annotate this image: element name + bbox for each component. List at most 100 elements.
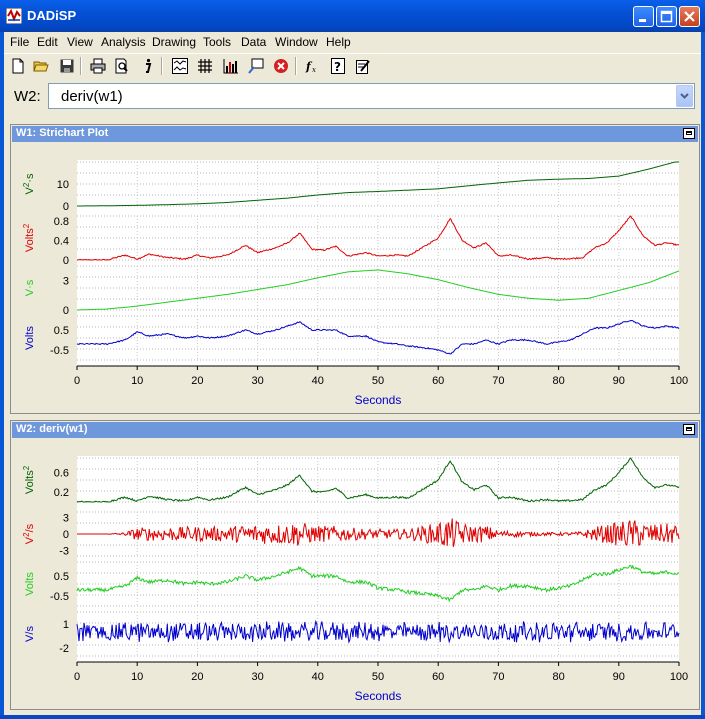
x-tick-label: 50 bbox=[372, 375, 384, 387]
y-tick-label: 0.8 bbox=[54, 216, 69, 228]
x-axis-label: Seconds bbox=[355, 393, 402, 407]
x-tick-label: 70 bbox=[492, 375, 504, 387]
save-button[interactable] bbox=[57, 56, 77, 76]
maximize-icon bbox=[660, 10, 673, 23]
pane-maximize-icon[interactable] bbox=[683, 424, 695, 435]
y-tick-label: 0.4 bbox=[54, 235, 69, 247]
grid-button[interactable] bbox=[195, 56, 215, 76]
y-axis-label: V2/s bbox=[22, 523, 36, 544]
edit-notes-button[interactable] bbox=[353, 56, 373, 76]
new-file-button[interactable] bbox=[8, 56, 28, 76]
x-tick-label: 80 bbox=[552, 671, 564, 683]
menu-help[interactable]: Help bbox=[326, 35, 351, 49]
menu-window[interactable]: Window bbox=[275, 35, 318, 49]
window-title: DADiSP bbox=[27, 8, 77, 23]
annotate-button[interactable] bbox=[246, 56, 266, 76]
series-line bbox=[77, 269, 680, 311]
y-tick-label: 10 bbox=[57, 179, 69, 191]
y-tick-label: 1 bbox=[63, 619, 69, 631]
svg-text:?: ? bbox=[334, 60, 341, 74]
x-tick-label: 100 bbox=[670, 671, 688, 683]
y-tick-label: 0.6 bbox=[54, 468, 69, 480]
open-button[interactable] bbox=[31, 56, 51, 76]
y-axis-label: Volts bbox=[24, 326, 36, 350]
x-tick-label: 10 bbox=[131, 671, 143, 683]
x-tick-label: 30 bbox=[251, 671, 263, 683]
maximize-button[interactable] bbox=[656, 6, 677, 27]
menu-data[interactable]: Data bbox=[241, 35, 267, 49]
window-w1[interactable]: W1: Strichart Plot 10 0 V2·s 0.8 0.4 0 Volts2 3… bbox=[10, 124, 700, 414]
menu-drawing[interactable]: Drawing bbox=[152, 35, 197, 49]
bar-chart-icon bbox=[223, 59, 238, 74]
x-tick-label: 90 bbox=[613, 671, 625, 683]
help-icon: ? bbox=[331, 58, 345, 74]
formula-text: deriv(w1) bbox=[61, 88, 123, 105]
formula-dropdown-button[interactable] bbox=[676, 85, 693, 107]
y-tick-label: 0.5 bbox=[54, 571, 69, 583]
series-line bbox=[76, 319, 680, 355]
y-tick-label: 0 bbox=[63, 255, 69, 267]
x-tick-label: 70 bbox=[492, 671, 504, 683]
menu-file[interactable]: File bbox=[10, 35, 30, 49]
y-axis-label: Volts2 bbox=[22, 465, 36, 494]
y-tick-label: 3 bbox=[63, 513, 69, 525]
x-tick-label: 20 bbox=[191, 375, 203, 387]
save-icon bbox=[60, 59, 74, 73]
x-tick-label: 20 bbox=[191, 671, 203, 683]
y-tick-label: 0.5 bbox=[54, 325, 69, 337]
bar-chart-button[interactable] bbox=[221, 56, 241, 76]
window-w2[interactable]: W2: deriv(w1) 0.6 0.2 Volts2 3 0 -3 V2/s 0.5 -0.… bbox=[10, 420, 700, 710]
y-tick-label: -2 bbox=[59, 643, 69, 655]
menu-analysis[interactable]: Analysis bbox=[101, 35, 146, 49]
help-button[interactable]: ? bbox=[328, 56, 348, 76]
pane-title-bar[interactable]: W2: deriv(w1) bbox=[12, 422, 698, 438]
command-row: W2: deriv(w1) bbox=[4, 79, 701, 113]
print-button[interactable] bbox=[88, 56, 108, 76]
plot-area bbox=[77, 160, 679, 366]
title-bar[interactable]: DADiSP bbox=[0, 0, 705, 32]
minimize-button[interactable] bbox=[633, 6, 654, 27]
stop-icon bbox=[274, 59, 288, 73]
grid-lines bbox=[77, 215, 679, 261]
info-button[interactable] bbox=[138, 56, 158, 76]
y-axis-label: Volts bbox=[24, 572, 36, 596]
dadisp-logo-icon bbox=[6, 8, 22, 24]
pane-title: W1: Strichart Plot bbox=[16, 127, 109, 139]
close-button[interactable] bbox=[679, 6, 700, 27]
annotate-icon bbox=[248, 58, 264, 74]
y-tick-label: -0.5 bbox=[50, 345, 69, 357]
pane-maximize-icon[interactable] bbox=[683, 128, 695, 139]
x-tick-label: 80 bbox=[552, 375, 564, 387]
x-tick-label: 60 bbox=[432, 375, 444, 387]
y-tick-label: 3 bbox=[63, 276, 69, 288]
y-axis-label: V·s bbox=[24, 279, 36, 296]
menu-edit[interactable]: Edit bbox=[37, 35, 58, 49]
grid-lines bbox=[77, 457, 679, 503]
svg-text:f: f bbox=[305, 60, 313, 73]
y-axis-label: Volts2 bbox=[22, 223, 36, 252]
x-tick-label: 90 bbox=[613, 375, 625, 387]
menu-tools[interactable]: Tools bbox=[203, 35, 232, 49]
formula-input[interactable]: deriv(w1) bbox=[48, 83, 695, 109]
stop-button[interactable] bbox=[271, 56, 291, 76]
x-tick-label: 30 bbox=[251, 375, 263, 387]
chevron-down-icon bbox=[680, 93, 689, 99]
pane-title-bar[interactable]: W1: Strichart Plot bbox=[12, 126, 698, 142]
print-preview-button[interactable] bbox=[112, 56, 132, 76]
x-axis-label: Seconds bbox=[355, 689, 402, 703]
print-preview-icon bbox=[115, 58, 128, 74]
y-tick-label: -0.5 bbox=[50, 591, 69, 603]
menu-view[interactable]: View bbox=[67, 35, 93, 49]
edit-notes-icon bbox=[356, 60, 370, 74]
x-tick-label: 40 bbox=[312, 375, 324, 387]
open-folder-icon bbox=[33, 61, 49, 72]
strip-plot-icon bbox=[172, 58, 188, 74]
menu-bar: File Edit View Analysis Drawing Tools Da… bbox=[4, 32, 701, 52]
strip-plot-button[interactable] bbox=[170, 56, 190, 76]
